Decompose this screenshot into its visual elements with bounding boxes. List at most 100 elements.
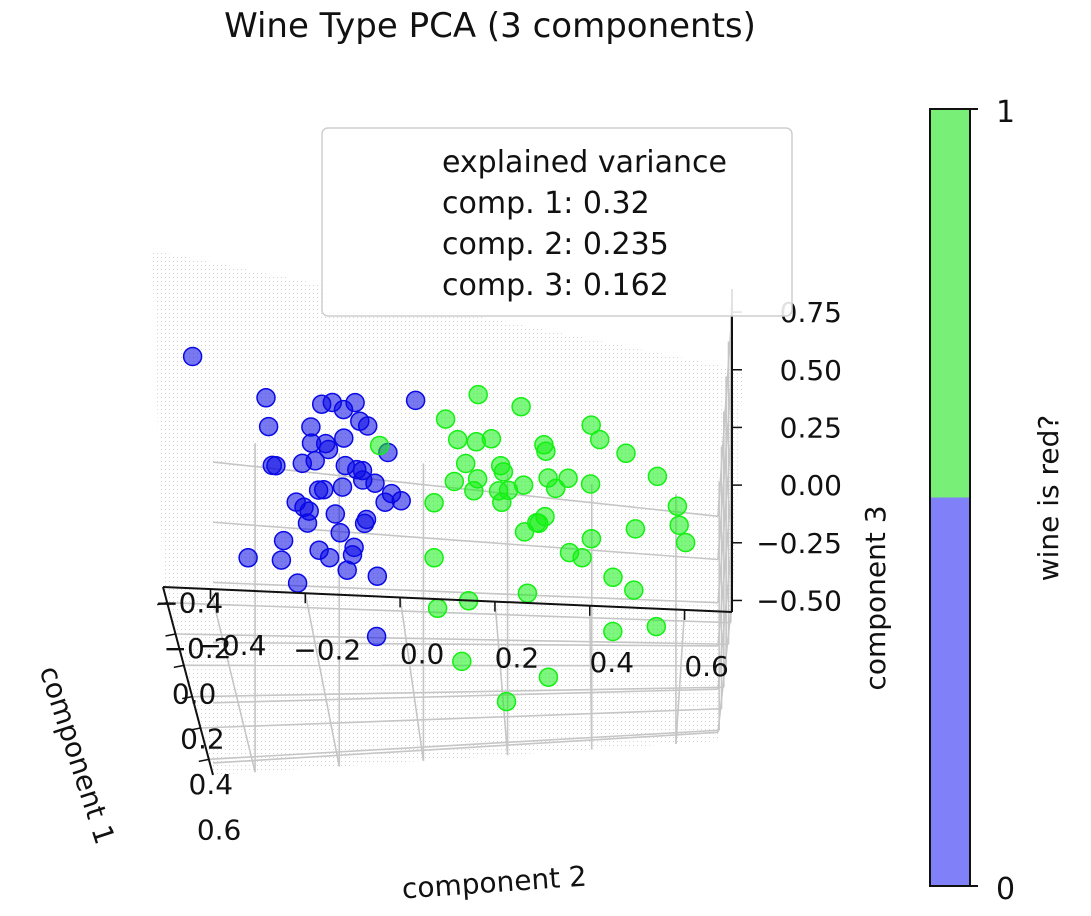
data-point-class-0 (258, 416, 279, 437)
data-point-class-0 (322, 392, 343, 413)
y-tick-label: 0.6 (684, 650, 729, 683)
data-point-class-0 (319, 547, 340, 568)
x-axis-line (162, 586, 214, 776)
grid-line (717, 542, 733, 690)
x-tick-label: −0.4 (155, 587, 223, 620)
annotation-line-4: comp. 3: 0.162 (442, 268, 669, 303)
x-tick-mark (165, 633, 176, 637)
y-tick-label: −0.2 (293, 633, 361, 666)
data-point-class-1 (603, 567, 623, 588)
annotation-box (321, 127, 793, 317)
data-point-class-0 (354, 513, 375, 534)
x-tick-mark (182, 695, 193, 700)
z-tick-label: −0.50 (756, 584, 842, 617)
data-point-class-0 (325, 504, 346, 524)
data-point-class-0 (391, 491, 411, 511)
data-point-class-1 (435, 409, 456, 429)
x-axis-label: component 1 (33, 662, 122, 848)
z-tick-label: 0.00 (780, 469, 842, 502)
data-point-class-0 (366, 626, 387, 647)
y-axis-line (162, 586, 733, 613)
grid-line (209, 588, 256, 773)
grid-line (208, 729, 720, 761)
grid-line (212, 521, 719, 561)
data-point-class-1 (452, 651, 472, 672)
data-point-class-0 (297, 513, 318, 533)
y-tick-label: −0.4 (198, 629, 266, 662)
z-tick-label: −0.25 (756, 527, 842, 560)
z-tick-label: 0.25 (780, 411, 842, 444)
data-point-class-1 (447, 429, 468, 450)
data-point-class-0 (352, 460, 373, 481)
grid-line (717, 600, 733, 733)
data-point-class-1 (624, 580, 644, 600)
y-tick-label: 0.2 (495, 642, 540, 675)
grid-line (494, 601, 509, 756)
grid-line (212, 731, 719, 764)
x-tick-label: 0.0 (172, 677, 217, 710)
x-tick-mark (173, 664, 184, 669)
data-point-class-1 (464, 481, 484, 501)
data-point-class-0 (256, 388, 276, 408)
data-point-class-0 (332, 477, 353, 497)
colorbar: 1 0 wine is red? (929, 95, 1065, 907)
y-tick-label: 0.0 (400, 637, 445, 670)
data-point-class-0 (182, 346, 203, 367)
data-point-class-0 (350, 411, 370, 431)
data-point-class-0 (238, 548, 258, 568)
chart-title: Wine Type PCA (3 components) (224, 6, 756, 46)
tick-labels: −0.4−0.20.00.20.40.6−0.4 −0.2 0.0 0.2 0.4 0.6… (155, 296, 842, 846)
data-point-class-0 (305, 451, 325, 471)
x-tick-mark (190, 727, 201, 731)
data-point-class-1 (517, 583, 538, 603)
data-point-class-1 (669, 515, 689, 535)
x-tick-label: 0.4 (189, 768, 234, 801)
data-point-class-1 (455, 453, 476, 474)
grid-line (717, 369, 733, 560)
y-axis-label: component 2 (401, 860, 588, 906)
data-point-class-1 (369, 435, 390, 456)
grid-line (675, 609, 686, 744)
data-point-class-1 (580, 474, 601, 494)
data-point-class-1 (488, 481, 509, 501)
y-tick-label: 0.4 (589, 646, 634, 679)
data-point-class-0 (262, 455, 283, 476)
z-axis-label: component 3 (859, 505, 892, 690)
grid-line (304, 593, 341, 767)
data-point-class-1 (511, 396, 531, 417)
data-point-class-0 (405, 390, 426, 411)
data-point-class-1 (589, 429, 610, 450)
data-point-class-1 (514, 522, 535, 542)
data-point-class-0 (365, 473, 385, 493)
grid-line (717, 312, 733, 517)
x-tick-mark (198, 758, 209, 763)
annotation-line-2: comp. 1: 0.32 (442, 186, 650, 221)
data-point-class-1 (616, 443, 636, 464)
x-tick-label: 0.6 (197, 813, 242, 846)
colorbar-tick-label-1: 1 (996, 95, 1015, 130)
data-point-class-1 (468, 384, 488, 405)
grid-line (167, 601, 731, 624)
colorbar-fill (929, 108, 971, 887)
data-point-class-1 (647, 466, 668, 487)
colorbar-tick-label-0: 0 (996, 872, 1015, 907)
data-point-class-0 (342, 545, 363, 565)
grid-line (399, 597, 425, 761)
data-point-class-1 (466, 432, 487, 452)
grid-line (717, 427, 733, 603)
data-point-class-1 (493, 462, 514, 482)
data-point-class-1 (534, 435, 554, 455)
grid-line (212, 641, 719, 647)
data-point-class-1 (646, 616, 667, 637)
data-point-class-0 (271, 550, 292, 570)
grid-line (192, 686, 724, 698)
data-point-class-0 (367, 566, 388, 586)
x-tick-label: 0.2 (180, 723, 225, 756)
data-point-class-0 (345, 392, 365, 413)
data-point-class-1 (538, 468, 558, 488)
data-point-class-1 (625, 519, 646, 539)
data-point-class-1 (675, 532, 696, 553)
z-tick-label: 0.50 (780, 354, 842, 387)
x-tick-label: −0.2 (164, 632, 232, 665)
